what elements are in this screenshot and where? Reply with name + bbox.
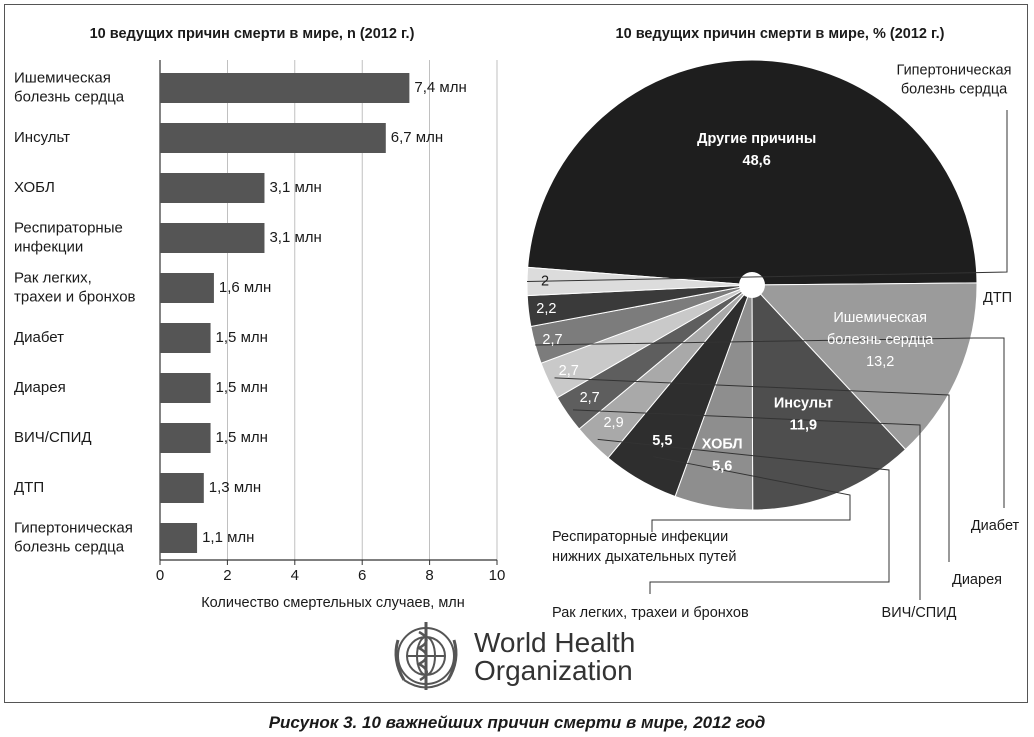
bar-category-label: Инсульт [14, 129, 70, 146]
leader-line [597, 438, 890, 594]
bar-category-label: Рак легких, [14, 269, 92, 286]
pie-slice-label: Ишемическая [833, 310, 927, 326]
bar-category-label: болезнь сердца [14, 538, 125, 555]
bar [160, 123, 386, 153]
bar-chart-title: 10 ведущих причин смерти в мире, n (2012… [90, 26, 415, 42]
bar [160, 373, 211, 403]
bar-category-label: Ишемическая [14, 69, 111, 86]
pie-slice-label: ХОБЛ [702, 436, 743, 452]
bar-value-label: 6,7 млн [391, 129, 443, 146]
pie-slice-label: 13,2 [866, 354, 894, 370]
bar-category-label: ВИЧ/СПИД [14, 429, 92, 446]
bar-value-label: 1,5 млн [216, 379, 268, 396]
x-tick-label: 0 [156, 567, 164, 584]
pie-slice-label: 5,6 [712, 458, 732, 474]
pie-chart-title: 10 ведущих причин смерти в мире, % (2012… [616, 26, 945, 42]
pie-outside-label: Диарея [952, 572, 1002, 588]
logo-text-line2: Organization [474, 655, 633, 686]
bar-value-label: 3,1 млн [269, 179, 321, 196]
pie-leader-lines [527, 110, 1008, 600]
bar [160, 73, 410, 103]
leader-line [527, 110, 1008, 282]
pie-chart-labels: Другие причины 48,6 Ишемическая болезнь сер… [536, 62, 1019, 621]
pie-center-hole [739, 272, 765, 298]
leader-line [554, 377, 950, 562]
bar [160, 473, 204, 503]
bar-category-label: Респираторные [14, 219, 123, 236]
bar [160, 173, 265, 203]
x-tick-label: 8 [425, 567, 433, 584]
pie-slice-value: 2,7 [559, 363, 579, 379]
pie-slice-value: 2 [541, 274, 549, 290]
pie-outside-label: ДТП [983, 290, 1012, 306]
bar-value-label: 7,4 млн [414, 79, 466, 96]
pie-outside-label: Гипертоническая [897, 62, 1012, 78]
pie-slice-value: 5,5 [652, 433, 672, 449]
pie-slice [527, 59, 978, 286]
bar-value-label: 1,5 млн [216, 329, 268, 346]
figure-frame [4, 4, 1028, 703]
x-tick-label: 10 [489, 567, 506, 584]
x-tick-label: 4 [291, 567, 299, 584]
pie-outside-label: Респираторные инфекции [552, 529, 728, 545]
bar-category-label: ХОБЛ [14, 179, 55, 196]
bar-chart-value-labels: 7,4 млн 6,7 млн 3,1 млн 3,1 млн 1,6 млн 1,5 м… [202, 79, 467, 546]
bar-chart-x-axis-label: Количество смертельных случаев, млн [201, 595, 465, 611]
leader-line [535, 337, 1005, 508]
x-tick-label: 6 [358, 567, 366, 584]
pie-outside-label: нижних дыхательных путей [552, 549, 736, 565]
bar [160, 423, 211, 453]
pie-slice-label: болезнь сердца [827, 332, 934, 348]
who-logo: World Health Organization [394, 622, 635, 690]
bar-chart-bars [160, 73, 410, 553]
bar [160, 523, 198, 553]
bar-category-label: болезнь сердца [14, 88, 125, 105]
bar-chart-categories: Ишемическая болезнь сердца Инсульт ХОБЛ Респ… [14, 69, 136, 555]
bar-category-label: инфекции [14, 238, 83, 255]
leader-line [573, 409, 921, 600]
pie-slice-label: Другие причины [697, 131, 816, 147]
bar-value-label: 1,5 млн [216, 429, 268, 446]
bar [160, 223, 265, 253]
who-emblem-icon [394, 622, 458, 690]
bar-chart-x-ticks: 0 2 4 6 8 10 [156, 567, 506, 584]
pie-slice-value: 2,2 [536, 301, 556, 317]
bar-value-label: 1,1 млн [202, 529, 254, 546]
leader-line [651, 456, 851, 532]
bar-chart: 10 ведущих причин смерти в мире, n (2012… [14, 26, 505, 611]
pie-slice-value: 2,7 [542, 332, 562, 348]
bar-value-label: 3,1 млн [269, 229, 321, 246]
logo-text-line1: World Health [474, 627, 635, 658]
pie-outside-label: ВИЧ/СПИД [882, 605, 957, 621]
pie-slice-value: 2,7 [580, 390, 600, 406]
pie-slice-label: 48,6 [743, 153, 771, 169]
bar [160, 273, 214, 303]
pie-outside-label: Рак легких, трахеи и бронхов [552, 605, 749, 621]
pie-slice-value: 2,9 [603, 415, 623, 431]
bar-category-label: ДТП [14, 479, 44, 496]
pie-outside-label: болезнь сердца [901, 81, 1008, 97]
bar-value-label: 1,6 млн [219, 279, 271, 296]
bar-category-label: Гипертоническая [14, 519, 133, 536]
pie-slice [750, 282, 978, 451]
x-tick-label: 2 [223, 567, 231, 584]
bar-value-label: 1,3 млн [209, 479, 261, 496]
bar-category-label: трахеи и бронхов [14, 288, 136, 305]
pie-outside-label: Диабет [971, 518, 1020, 534]
pie-slice-label: 11,9 [790, 418, 817, 434]
pie-slice-label: Инсульт [774, 396, 833, 412]
bar-category-label: Диарея [14, 379, 66, 396]
bar [160, 323, 211, 353]
pie-chart: 10 ведущих причин смерти в мире, % (2012… [526, 26, 1020, 621]
bar-category-label: Диабет [14, 329, 64, 346]
figure-caption: Рисунок 3. 10 важнейших причин смерти в … [269, 713, 766, 732]
